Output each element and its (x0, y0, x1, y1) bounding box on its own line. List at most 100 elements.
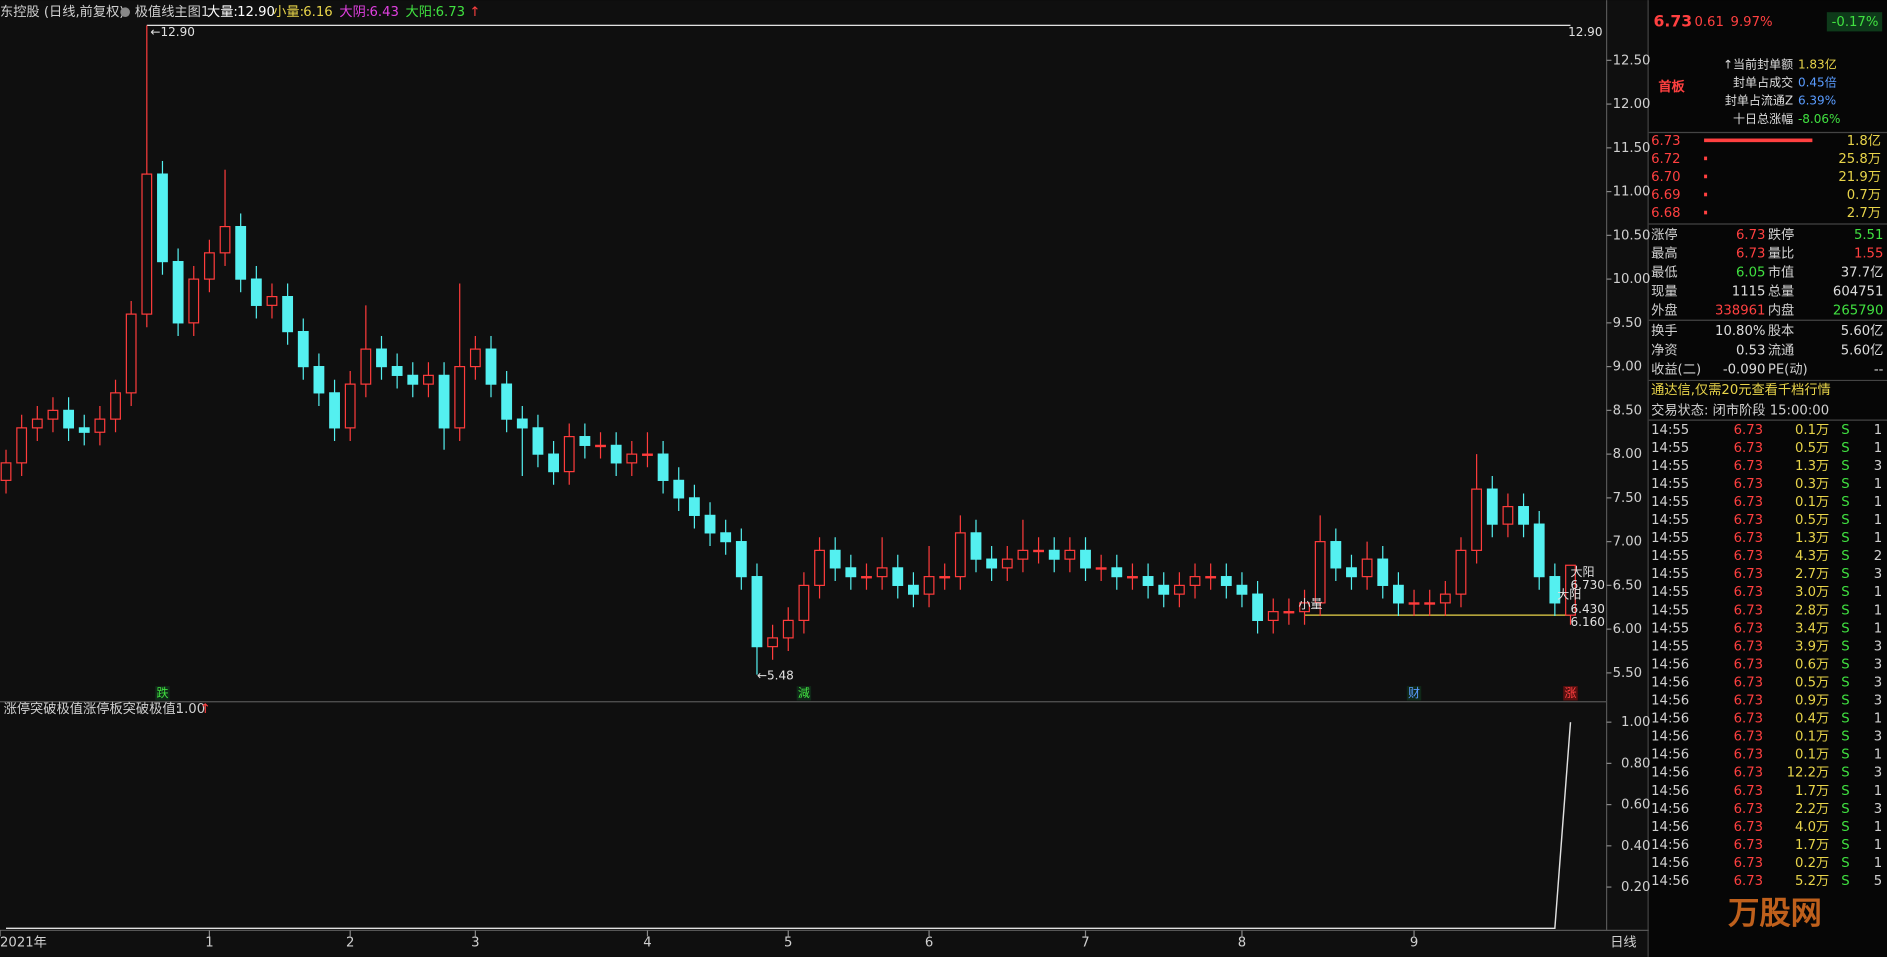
indicator-title: 涨停突破极值 (4, 700, 83, 717)
legend-arrow: ↑ (469, 5, 480, 20)
trade-count: 1 (1874, 423, 1882, 438)
candle-body (423, 374, 434, 385)
indicator-name: 极值线主图1 (135, 4, 210, 20)
seal-value: 0.45倍 (1798, 75, 1837, 90)
trade-volume: 2.8万 (1795, 603, 1829, 618)
trade-count: 1 (1874, 585, 1882, 600)
trade-volume: 12.2万 (1787, 766, 1830, 781)
candle-body (563, 436, 575, 473)
candle-body (688, 497, 700, 516)
candle-body (1533, 523, 1545, 578)
candle-body (1518, 506, 1529, 525)
stat-value: 5.51 (1854, 228, 1883, 243)
candle-body (360, 348, 372, 385)
candle-body (1565, 564, 1576, 616)
trade-time: 14:55 (1651, 603, 1689, 618)
trade-side: S (1841, 838, 1849, 853)
trade-side: S (1841, 459, 1849, 474)
stat-label: 流通 (1768, 342, 1794, 358)
stat-value: -- (1874, 363, 1884, 378)
candle-body (1486, 488, 1498, 525)
y-tick-label: 9.50 (1613, 316, 1642, 331)
trade-side: S (1841, 694, 1849, 709)
trade-count: 1 (1874, 621, 1882, 636)
stat-label: 跌停 (1768, 226, 1794, 243)
candle-body (1252, 593, 1264, 621)
candle-body (391, 366, 403, 376)
trade-side: S (1841, 712, 1849, 727)
candle-body (297, 331, 309, 368)
legend-name: 大量: (207, 4, 238, 20)
candle-body (282, 296, 294, 333)
trade-side: S (1841, 513, 1849, 528)
trade-time: 14:55 (1651, 477, 1689, 492)
candle-body (235, 225, 247, 280)
stat-label: 股本 (1768, 323, 1794, 339)
change: 0.61 (1694, 15, 1723, 30)
stat-value: 6.73 (1736, 228, 1765, 243)
seal-value: 6.39% (1798, 94, 1836, 108)
candle-body (907, 584, 919, 595)
trade-time: 14:55 (1651, 639, 1689, 654)
y-tick-label: 0.60 (1621, 798, 1650, 813)
y-tick-label: 12.50 (1613, 53, 1651, 68)
trade-price: 6.73 (1734, 838, 1763, 853)
trade-side: S (1841, 730, 1849, 745)
stat-value: 5.60亿 (1841, 323, 1884, 339)
candle-body (1330, 541, 1342, 569)
stat-value: 6.73 (1736, 247, 1765, 262)
candle-body (610, 444, 622, 464)
trade-price: 6.73 (1734, 477, 1763, 492)
candle-body (923, 576, 935, 595)
trade-time: 14:55 (1651, 585, 1689, 600)
y-tick-label: 9.00 (1613, 360, 1642, 375)
candle-body (829, 549, 841, 569)
trade-time: 14:55 (1651, 441, 1689, 456)
candle-body (1377, 558, 1389, 586)
trade-volume: 1.7万 (1795, 784, 1829, 799)
candle-body (954, 532, 966, 578)
trade-price: 6.73 (1734, 712, 1763, 727)
trade-price: 6.73 (1734, 874, 1763, 889)
candle-body (485, 348, 497, 385)
book-price: 6.70 (1651, 170, 1680, 185)
trade-count: 1 (1874, 856, 1882, 871)
stat-value: 604751 (1833, 284, 1883, 299)
trade-volume: 2.2万 (1795, 802, 1829, 817)
trade-price: 6.73 (1734, 513, 1763, 528)
annotation: 大阳 (1557, 588, 1581, 602)
seal-label: 十日总涨幅 (1733, 111, 1793, 126)
seal-value: 1.83亿 (1798, 57, 1837, 72)
candle-body (751, 576, 763, 648)
trade-volume: 1.3万 (1795, 531, 1829, 546)
stat-label: 净资 (1651, 342, 1677, 358)
candle-body (516, 418, 528, 429)
trade-volume: 4.0万 (1795, 820, 1829, 835)
legend-name: 小量: (273, 4, 304, 20)
candle-body (31, 418, 43, 429)
side-panel-bg (1648, 0, 1887, 957)
candle-body (125, 313, 137, 394)
watermark: 万股网 (1728, 896, 1822, 932)
candle-body (1408, 602, 1420, 605)
x-tick-label: 3 (471, 935, 479, 950)
candle-body (532, 427, 544, 455)
trade-time: 14:56 (1651, 748, 1689, 763)
trade-count: 3 (1874, 657, 1882, 672)
candle-body (1346, 567, 1357, 578)
trade-count: 5 (1874, 874, 1882, 889)
candle-body (1299, 602, 1310, 613)
trade-time: 14:56 (1651, 694, 1689, 709)
trade-time: 14:56 (1651, 874, 1689, 889)
stat-value: 6.05 (1736, 266, 1765, 281)
candle-body (1095, 567, 1107, 570)
candle-body (172, 260, 184, 324)
trade-price: 6.73 (1734, 459, 1763, 474)
y-tick-label: 11.00 (1613, 185, 1651, 200)
y-tick-label: 8.00 (1613, 447, 1642, 462)
trade-time: 14:56 (1651, 820, 1689, 835)
trade-time: 14:56 (1651, 766, 1689, 781)
candle-body (1455, 549, 1467, 595)
trade-side: S (1841, 766, 1849, 781)
trade-volume: 2.7万 (1795, 567, 1829, 582)
